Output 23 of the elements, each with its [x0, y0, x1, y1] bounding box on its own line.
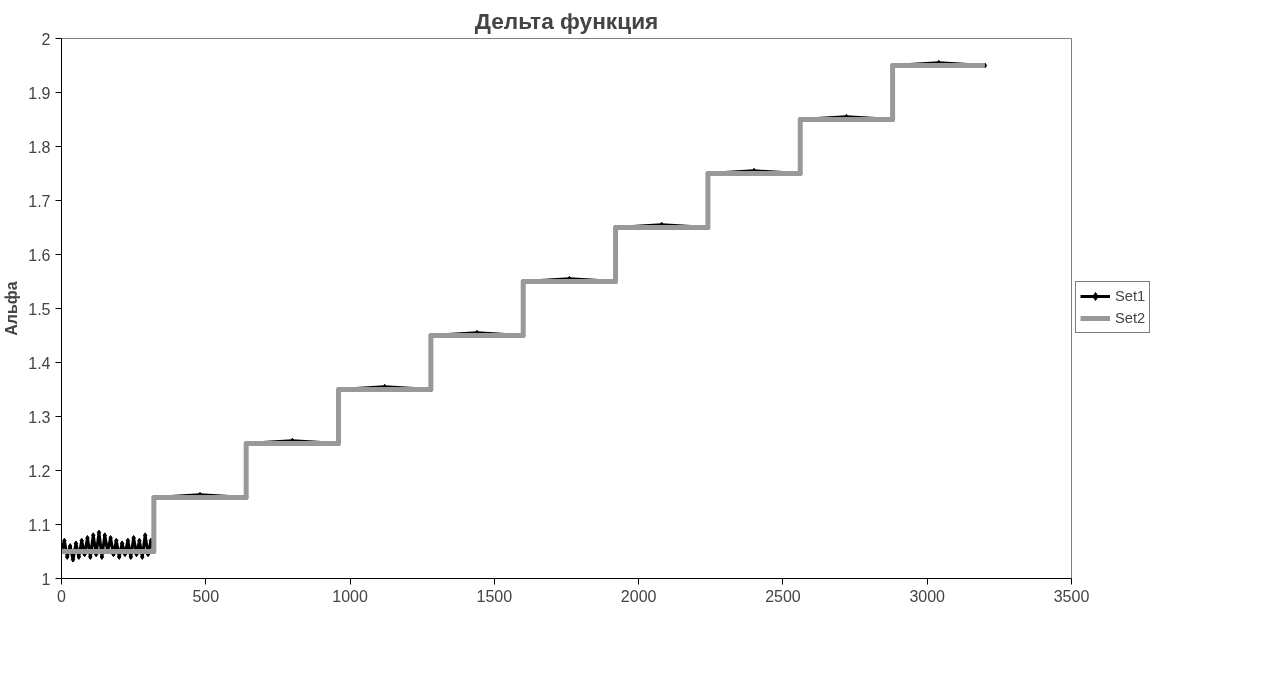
x-tick-label: 500: [192, 587, 220, 605]
x-tick-label: 1500: [476, 587, 513, 605]
y-tick-label: 1.1: [28, 516, 51, 534]
x-tick-label: 3000: [909, 587, 946, 605]
y-tick-label: 1.4: [28, 354, 51, 372]
y-tick-label: 2: [41, 30, 51, 48]
x-tick-label: 1000: [332, 587, 368, 605]
legend-label: Set2: [1115, 310, 1146, 326]
x-tick-label: 2500: [765, 587, 801, 605]
y-tick-label: 1.5: [28, 300, 51, 318]
legend-label: Set1: [1115, 288, 1146, 304]
x-tick-label: 0: [57, 587, 67, 605]
x-tick-label: 3500: [1053, 587, 1090, 605]
y-tick-label: 1: [41, 570, 51, 588]
y-tick-label: 1.2: [28, 462, 51, 480]
y-tick-label: 1.9: [28, 84, 51, 102]
y-tick-label: 1.7: [28, 192, 51, 210]
y-axis-title: Альфа: [3, 281, 21, 336]
y-tick-label: 1.6: [28, 246, 51, 264]
y-tick-label: 1.3: [28, 408, 51, 426]
x-tick-label: 2000: [620, 587, 657, 605]
chart-title: Дельта функция: [474, 7, 659, 34]
y-tick-label: 1.8: [28, 138, 51, 156]
